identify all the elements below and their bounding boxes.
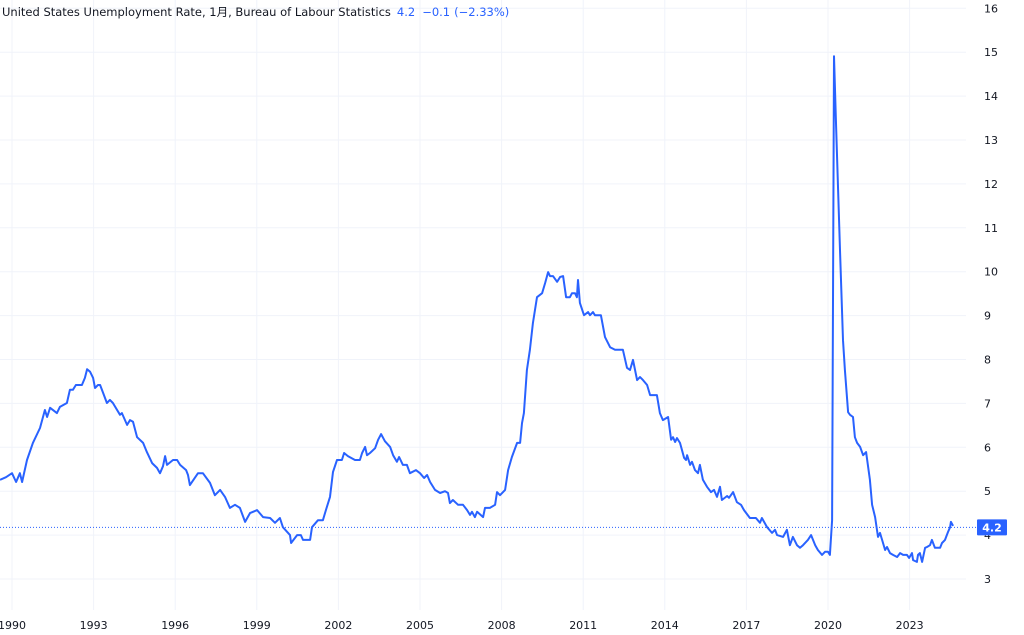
x-tick-label: 2005 (406, 619, 434, 632)
last-value-badge-bg (977, 519, 1007, 536)
legend-title: United States Unemployment Rate, 1月, Bur… (2, 5, 391, 19)
y-axis[interactable]: 3 4 5 6 7 8 9 10 11 12 13 14 15 16 (984, 2, 998, 586)
series-legend[interactable]: United States Unemployment Rate, 1月, Bur… (2, 4, 509, 20)
y-tick-label: 8 (984, 354, 991, 367)
y-tick-label: 13 (984, 134, 998, 147)
x-tick-label: 1993 (80, 619, 108, 632)
horizontal-gridlines (0, 7, 966, 580)
legend-last-value: 4.2 (396, 5, 416, 19)
x-tick-label: 1996 (161, 619, 189, 632)
last-value-badge-text: 4.2 (982, 521, 1002, 534)
y-tick-label: 3 (984, 573, 991, 586)
x-tick-label: 2023 (896, 619, 924, 632)
y-tick-label: 7 (984, 397, 991, 410)
x-tick-label: 2020 (814, 619, 842, 632)
y-tick-label: 5 (984, 485, 991, 498)
x-tick-label: 1990 (0, 619, 26, 632)
unemployment-rate-line[interactable] (0, 55, 954, 563)
y-tick-label: 12 (984, 178, 998, 191)
vertical-gridlines (11, 0, 911, 610)
y-tick-label: 6 (984, 441, 991, 454)
y-tick-label: 14 (984, 90, 998, 103)
y-tick-label: 4 (984, 529, 991, 542)
x-tick-label: 2008 (488, 619, 516, 632)
x-tick-label: 2014 (651, 619, 679, 632)
y-tick-label: 10 (984, 266, 998, 279)
x-tick-label: 1999 (243, 619, 271, 632)
y-tick-label: 11 (984, 222, 998, 235)
y-tick-label: 9 (984, 310, 991, 323)
x-tick-label: 2011 (569, 619, 597, 632)
x-tick-label: 2017 (732, 619, 760, 632)
legend-change-percent: (−2.33%) (454, 5, 510, 19)
legend-change: −0.1 (422, 5, 451, 19)
x-axis[interactable]: 1990 1993 1996 1999 2002 2005 2008 2011 2014 2017… (0, 619, 924, 632)
x-tick-label: 2002 (324, 619, 352, 632)
last-value-badge: 4.2 (977, 519, 1007, 536)
y-tick-label: 16 (984, 2, 998, 15)
y-tick-label: 15 (984, 46, 998, 59)
